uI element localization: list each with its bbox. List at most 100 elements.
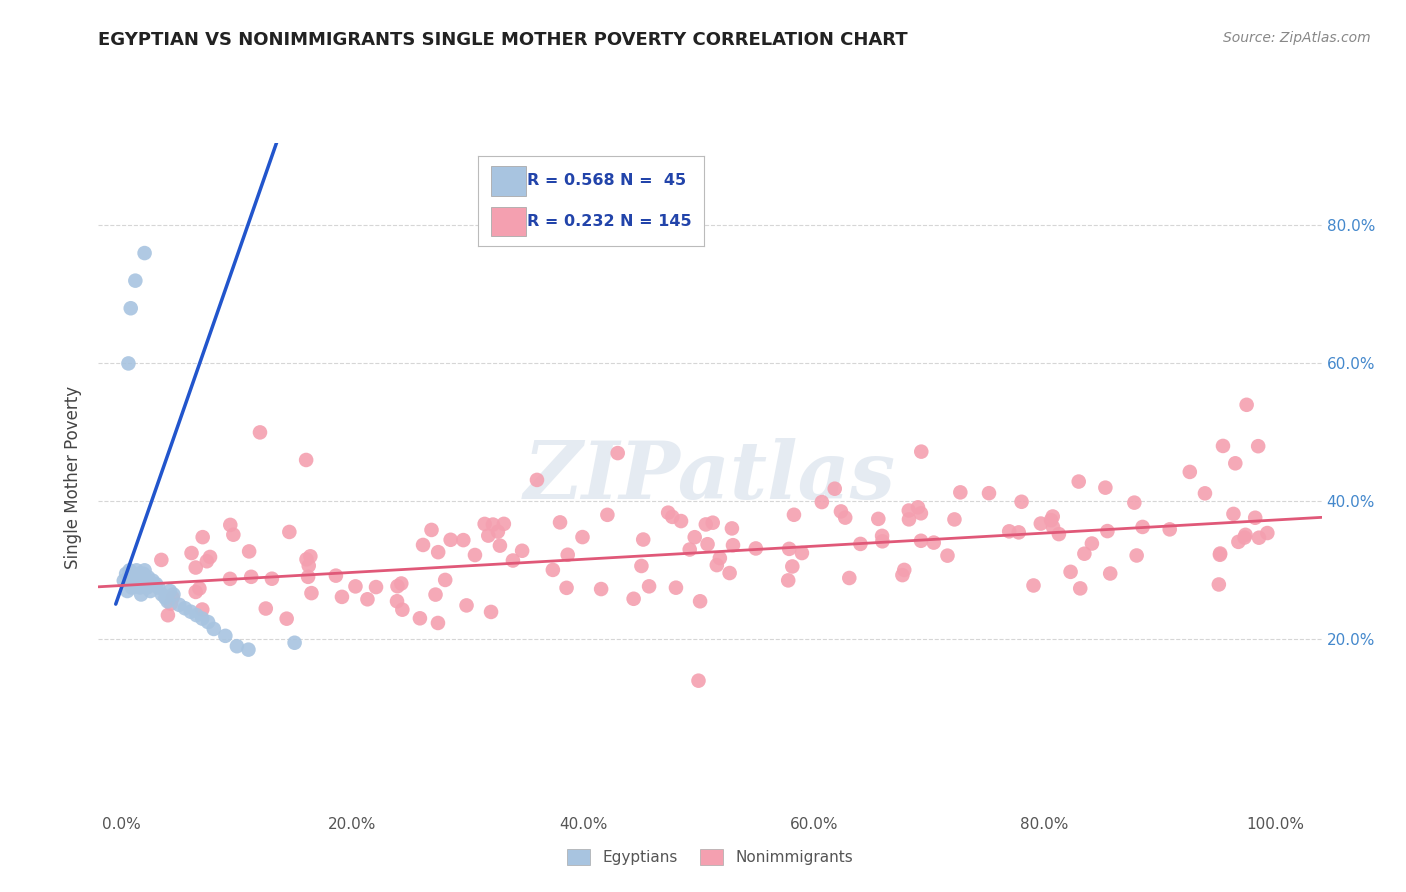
Point xyxy=(325,568,347,582)
FancyBboxPatch shape xyxy=(491,166,526,196)
Point xyxy=(849,537,872,551)
Point xyxy=(117,356,139,370)
Point xyxy=(910,533,932,548)
Point xyxy=(778,574,800,588)
Point xyxy=(1073,547,1095,561)
Point xyxy=(260,572,283,586)
Point xyxy=(891,568,914,582)
Point xyxy=(298,558,321,573)
Point xyxy=(1042,509,1064,524)
Point xyxy=(1178,465,1201,479)
Point xyxy=(135,581,157,595)
Point xyxy=(630,559,652,574)
Point xyxy=(214,629,236,643)
Point xyxy=(949,485,972,500)
Point xyxy=(142,574,165,588)
Point xyxy=(284,636,307,650)
Text: N =  45: N = 45 xyxy=(620,173,686,188)
Point xyxy=(184,585,207,599)
Point xyxy=(591,582,613,596)
Point xyxy=(638,579,661,593)
Point xyxy=(702,516,724,530)
Point xyxy=(434,573,457,587)
Point xyxy=(1123,495,1146,509)
Point xyxy=(721,521,744,535)
Point xyxy=(474,516,496,531)
Point xyxy=(295,552,318,566)
Point xyxy=(276,612,298,626)
Point xyxy=(120,301,142,316)
Point xyxy=(1194,486,1216,500)
Point xyxy=(160,597,183,611)
Point xyxy=(492,516,515,531)
Point xyxy=(295,453,318,467)
Point xyxy=(135,574,157,588)
Point xyxy=(830,504,852,518)
Point xyxy=(596,508,619,522)
Point xyxy=(197,615,219,629)
Point xyxy=(482,517,505,532)
Point xyxy=(1029,516,1052,531)
Point xyxy=(1067,475,1090,489)
Point xyxy=(1234,528,1257,542)
FancyBboxPatch shape xyxy=(491,207,526,236)
Point xyxy=(180,546,202,560)
Point xyxy=(122,566,145,581)
Point xyxy=(129,581,152,595)
Point xyxy=(167,598,190,612)
Point xyxy=(297,570,319,584)
Point xyxy=(998,524,1021,539)
Point xyxy=(1212,439,1234,453)
Point xyxy=(910,444,932,458)
Point xyxy=(1125,549,1147,563)
Point xyxy=(174,601,197,615)
Point xyxy=(623,591,645,606)
Point xyxy=(456,599,478,613)
Point xyxy=(936,549,959,563)
Point xyxy=(696,537,718,551)
Point xyxy=(186,608,208,623)
Point xyxy=(162,591,184,605)
Point xyxy=(1059,565,1081,579)
Point xyxy=(783,508,806,522)
Point xyxy=(1209,548,1232,562)
Point xyxy=(387,579,409,593)
Text: R = 0.232: R = 0.232 xyxy=(527,214,614,229)
Point xyxy=(1042,520,1064,534)
Point xyxy=(669,514,692,528)
Point xyxy=(718,566,741,580)
Point xyxy=(426,615,449,630)
Point xyxy=(389,576,412,591)
Point xyxy=(838,571,860,585)
Point xyxy=(1227,534,1250,549)
Point xyxy=(249,425,271,440)
Point xyxy=(695,517,717,532)
Point xyxy=(689,594,711,608)
Point xyxy=(510,543,533,558)
Point xyxy=(344,579,367,593)
Point xyxy=(790,546,813,560)
Text: N = 145: N = 145 xyxy=(620,214,692,229)
Point xyxy=(184,560,207,574)
Point xyxy=(191,530,214,544)
Point xyxy=(943,512,966,526)
Point xyxy=(910,506,932,520)
Point xyxy=(191,612,214,626)
Point xyxy=(541,563,564,577)
Point xyxy=(128,566,150,581)
Point xyxy=(238,544,260,558)
Point xyxy=(219,517,242,532)
Point xyxy=(1247,439,1270,453)
Point xyxy=(412,538,434,552)
Point xyxy=(121,581,143,595)
Point xyxy=(778,541,800,556)
Point xyxy=(117,570,139,584)
Point xyxy=(120,574,142,588)
Point xyxy=(225,639,247,653)
Point xyxy=(131,577,153,591)
Point xyxy=(117,584,139,599)
Point xyxy=(907,500,929,515)
Point xyxy=(127,574,149,588)
Point xyxy=(1008,525,1031,540)
Legend: Egyptians, Nonimmigrants: Egyptians, Nonimmigrants xyxy=(561,843,859,871)
